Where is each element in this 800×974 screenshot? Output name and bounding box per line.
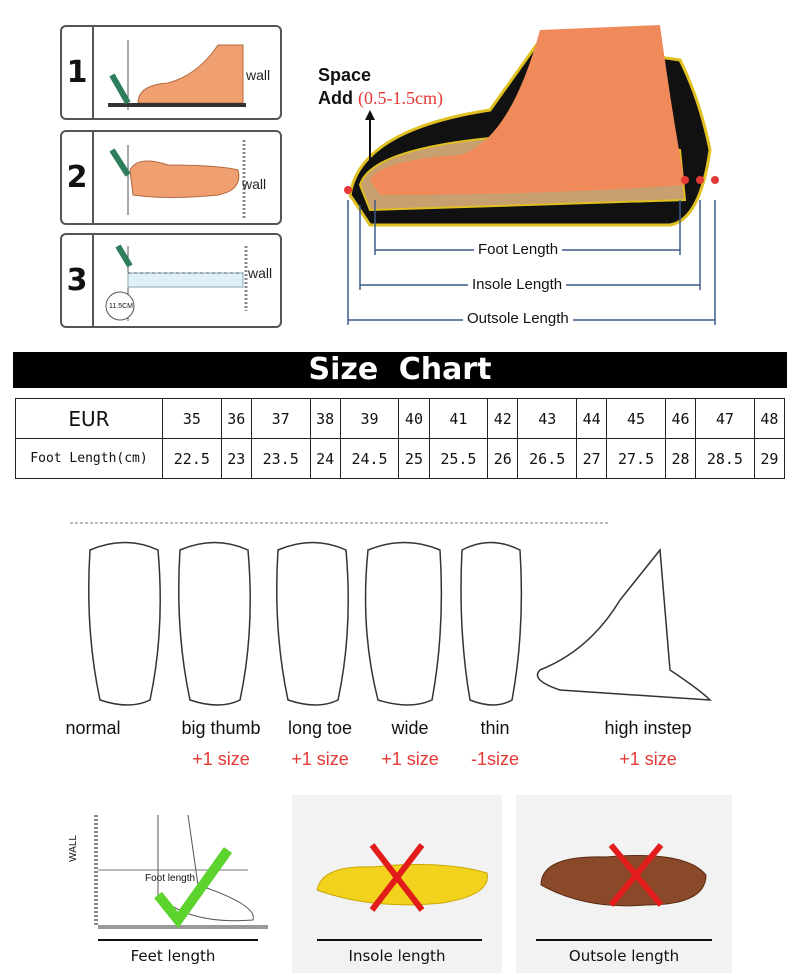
cell: 25 [398,438,430,479]
cell: 38 [309,398,341,439]
insole-length-panel: Insole length [292,795,502,973]
outsole-length-label: Outsole Length [463,310,573,327]
space-label: Space [318,65,372,85]
cell: 36 [220,398,252,439]
add-range: (0.5-1.5cm) [358,88,443,108]
size-adjust: +1 size [619,749,677,769]
step-number: 2 [62,132,94,223]
cell: 26.5 [517,438,578,479]
foot-type-name: high instep [604,718,692,738]
panel-label: Outsole length [568,947,680,965]
table-row-foot-length: Foot Length(cm) 22.5 23 23.5 24 24.5 25 … [15,438,786,479]
wall-label: wall [242,176,267,192]
foot-type-name: normal [65,718,121,738]
foot-top-illustration [109,140,246,220]
insole-length-label: Insole Length [468,276,567,293]
cell: 24 [309,438,341,479]
insole-illustration [316,843,488,941]
size-adjust: +1 size [381,749,439,769]
wall-label: wall [246,67,271,83]
cell: 35 [162,398,222,439]
add-text: Add [318,88,353,108]
cell: 23 [220,438,252,479]
cell: 44 [576,398,608,439]
cell: 39 [339,398,400,439]
foot-type-long-toe: long toe +1 size [265,718,375,770]
cell: 40 [398,398,430,439]
outsole-illustration [536,843,712,941]
panel-label: Insole length [348,947,446,965]
foot-against-wall-illustration [108,40,246,110]
cell: 23.5 [250,438,311,479]
foot-type-wide: wide +1 size [355,718,465,770]
foot-length-label: Foot Length [474,241,563,258]
cell: 27.5 [606,438,666,479]
foot-types-illustration [70,522,712,706]
foot-type-name: thin [480,718,510,738]
cross-icon [608,843,664,907]
cell: 47 [695,398,755,439]
foot-type-name: big thumb [181,718,261,738]
foot-type-thin: thin -1size [440,718,550,770]
wall-label: wall [248,265,273,281]
size-adjust: -1size [470,749,519,769]
cell: 24.5 [339,438,400,479]
panel-label: Feet length [130,947,216,965]
step-1-panel: 1 wall [60,25,282,120]
size-chart-banner: Size Chart [13,352,787,388]
cell: 41 [428,398,489,439]
cell: 28.5 [695,438,755,479]
size-adjust: +1 size [291,749,349,769]
row-header: EUR [15,398,163,439]
row-header: Foot Length(cm) [15,438,163,479]
check-icon [154,847,233,929]
cell: 46 [664,398,697,439]
cell: 37 [250,398,311,439]
cell: 48 [753,398,786,439]
size-table: EUR 35 36 37 38 39 40 41 42 43 44 45 46 … [15,398,786,479]
table-row-eur: EUR 35 36 37 38 39 40 41 42 43 44 45 46 … [15,398,786,439]
feet-length-panel: WALL Foot length Feet length [68,795,278,973]
cell: 29 [753,438,786,479]
add-label: Add (0.5-1.5cm) [318,88,443,109]
cell: 22.5 [162,438,222,479]
cell: 27 [576,438,608,479]
cell: 43 [517,398,578,439]
foot-type-normal: normal [38,718,148,749]
foot-type-name: long toe [287,718,353,738]
cell: 42 [487,398,519,439]
cross-icon [369,843,425,912]
outsole-length-panel: Outsole length [516,795,732,973]
shoe-diagram [344,25,719,325]
feet-length-illustration [94,814,268,941]
measure-illustration [105,244,248,321]
step-2-panel: 2 wall [60,130,282,225]
step-number: 1 [62,27,94,118]
foot-length-note: Foot length [145,873,196,884]
wall-label: WALL [68,835,79,862]
foot-type-high-instep: high instep +1 size [583,718,713,770]
step-3-panel: 3 11.5CM wall [60,233,282,328]
cell: 25.5 [428,438,489,479]
size-adjust: +1 size [192,749,250,769]
cell: 45 [606,398,666,439]
cell: 28 [664,438,697,479]
measurement-badge: 11.5CM [109,303,133,310]
foot-type-name: wide [391,718,429,738]
step-number: 3 [62,235,94,326]
cell: 26 [487,438,519,479]
foot-type-big-thumb: big thumb +1 size [166,718,276,770]
